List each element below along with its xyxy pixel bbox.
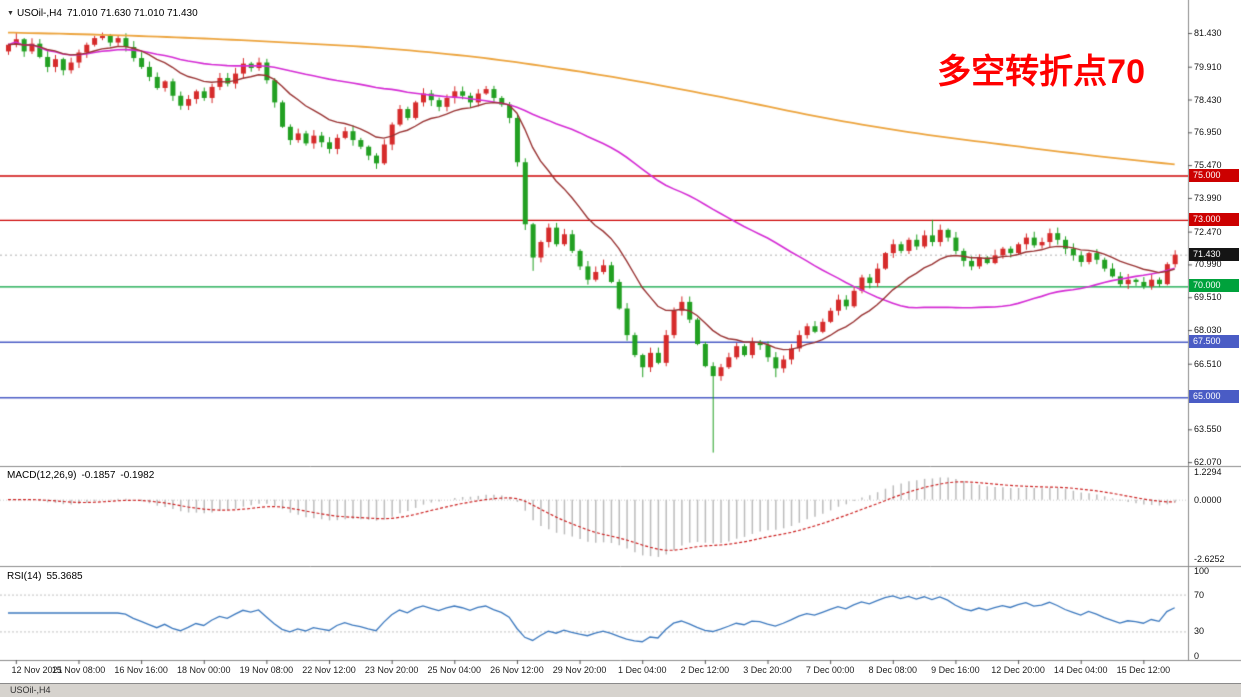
time-axis-label: 15 Dec 12:00: [1116, 665, 1171, 675]
macd-tick-label: -2.6252: [1194, 553, 1225, 564]
price-level-badge: 70.000: [1189, 279, 1239, 293]
time-axis-label: 14 Dec 04:00: [1053, 665, 1108, 675]
rsi-tick-label: 100: [1194, 566, 1210, 576]
price-tick-label: 76.950: [1194, 127, 1222, 138]
rsi-value: 55.3685: [46, 571, 83, 582]
price-tick-label: 69.510: [1194, 292, 1222, 303]
collapse-triangle-icon[interactable]: ▼: [7, 10, 14, 17]
price-level-badge: 65.000: [1189, 390, 1239, 404]
time-axis-label: 12 Nov 2021: [11, 665, 63, 675]
price-level-badge: 67.500: [1189, 334, 1239, 348]
price-level-badge: 71.430: [1189, 247, 1239, 261]
price-tick-label: 79.910: [1194, 61, 1222, 72]
window-tab-bar[interactable]: USOil-,H4: [0, 683, 1241, 697]
rsi-label: RSI(14): [7, 571, 42, 582]
macd-label: MACD(12,26,9): [7, 470, 77, 481]
macd-signal-value: -0.1982: [120, 470, 155, 481]
macd-main-value: -0.1857: [81, 470, 116, 481]
time-axis-label: 18 Nov 00:00: [176, 665, 231, 675]
time-axis-label: 12 Dec 20:00: [991, 665, 1045, 675]
time-axis-label: 19 Nov 08:00: [239, 665, 294, 675]
time-axis-label: 15 Nov 08:00: [51, 665, 106, 675]
price-tick-label: 78.430: [1194, 94, 1222, 105]
price-tick-label: 70.990: [1194, 259, 1222, 270]
price-tick-label: 68.030: [1194, 325, 1222, 336]
macd-header: MACD(12,26,9) -0.1857 -0.1982: [7, 470, 154, 481]
price-level-badge: 75.000: [1189, 168, 1239, 182]
time-axis-label: 7 Dec 00:00: [805, 665, 855, 675]
ohlc-values: 71.010 71.630 71.010 71.430: [66, 8, 198, 19]
macd-tick-label: 1.2294: [1194, 466, 1222, 477]
time-axis-label: 29 Nov 20:00: [552, 665, 607, 675]
rsi-tick-label: 0: [1194, 651, 1200, 661]
price-tick-label: 66.510: [1194, 358, 1222, 369]
window-tab-label[interactable]: USOil-,H4: [10, 685, 51, 695]
annotation-text: 多空转折点70: [937, 53, 1145, 91]
time-axis-label: 26 Nov 12:00: [490, 665, 544, 675]
symbol-timeframe-label: USOil-,H4: [16, 8, 62, 19]
macd-tick-label: 0.0000: [1194, 494, 1222, 505]
time-axis-label: 2 Dec 12:00: [680, 665, 730, 675]
rsi-header: RSI(14) 55.3685: [7, 571, 83, 582]
time-axis-label: 25 Nov 04:00: [427, 665, 482, 675]
price-tick-label: 81.430: [1194, 28, 1222, 39]
time-axis-label: 22 Nov 12:00: [302, 665, 356, 675]
time-axis-label: 16 Nov 16:00: [114, 665, 168, 675]
time-axis-label: 3 Dec 20:00: [743, 665, 792, 675]
price-tick-label: 73.990: [1194, 192, 1222, 203]
price-tick-label: 72.470: [1194, 226, 1222, 237]
price-tick-label: 63.550: [1194, 424, 1222, 435]
time-axis-label: 23 Nov 20:00: [364, 665, 419, 675]
chart-header: ▼ USOil-,H4 71.010 71.630 71.010 71.430: [7, 8, 198, 19]
rsi-tick-label: 30: [1194, 626, 1205, 637]
price-tick-label: 62.070: [1194, 457, 1222, 468]
rsi-tick-label: 70: [1194, 589, 1205, 600]
price-tick-label: 75.470: [1194, 160, 1222, 171]
time-axis-label: 1 Dec 04:00: [617, 665, 667, 675]
time-axis-label: 8 Dec 08:00: [868, 665, 918, 675]
price-level-badge: 73.000: [1189, 212, 1239, 226]
time-axis-label: 9 Dec 16:00: [931, 665, 980, 675]
